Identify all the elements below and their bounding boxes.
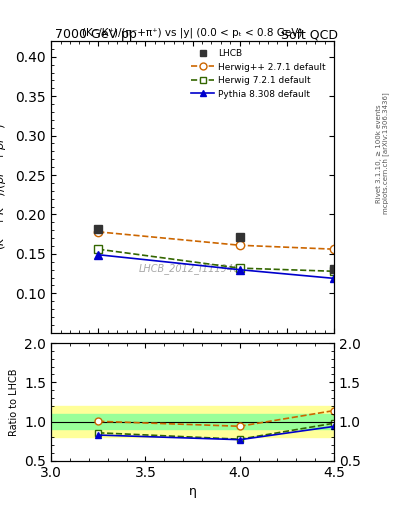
Pythia 8.308 default: [237, 267, 242, 273]
Text: LHCB_2012_I1119400: LHCB_2012_I1119400: [139, 263, 246, 274]
LHCB: [96, 226, 101, 232]
Y-axis label: $(K^+ + K^-)/(pi^+ + pi^-)$: $(K^+ + K^-)/(pi^+ + pi^-)$: [0, 123, 10, 250]
Line: Herwig++ 2.7.1 default: Herwig++ 2.7.1 default: [94, 228, 338, 253]
Text: Soft QCD: Soft QCD: [281, 28, 338, 41]
Herwig++ 2.7.1 default: [237, 242, 242, 248]
Pythia 8.308 default: [332, 275, 336, 282]
Title: (K⁻/K⁺)/(π⁻+π⁺) vs |y| (0.0 < pₜ < 0.8 GeV): (K⁻/K⁺)/(π⁻+π⁺) vs |y| (0.0 < pₜ < 0.8 G…: [83, 28, 303, 38]
Legend: LHCB, Herwig++ 2.7.1 default, Herwig 7.2.1 default, Pythia 8.308 default: LHCB, Herwig++ 2.7.1 default, Herwig 7.2…: [187, 46, 330, 102]
Herwig 7.2.1 default: [96, 246, 101, 252]
Pythia 8.308 default: [96, 251, 101, 258]
Bar: [51, 406, 334, 437]
Line: Herwig 7.2.1 default: Herwig 7.2.1 default: [94, 245, 338, 275]
Y-axis label: Ratio to LHCB: Ratio to LHCB: [9, 368, 19, 436]
LHCB: [237, 233, 242, 240]
Text: mcplots.cern.ch [arXiv:1306.3436]: mcplots.cern.ch [arXiv:1306.3436]: [382, 93, 389, 215]
LHCB: [332, 266, 336, 272]
Line: Pythia 8.308 default: Pythia 8.308 default: [94, 250, 338, 283]
Herwig++ 2.7.1 default: [332, 246, 336, 252]
Text: Rivet 3.1.10, ≥ 100k events: Rivet 3.1.10, ≥ 100k events: [376, 104, 382, 203]
Herwig 7.2.1 default: [332, 268, 336, 274]
Herwig++ 2.7.1 default: [96, 229, 101, 235]
Herwig 7.2.1 default: [237, 265, 242, 271]
X-axis label: η: η: [189, 485, 196, 498]
Text: 7000 GeV pp: 7000 GeV pp: [55, 28, 137, 41]
Line: LHCB: LHCB: [94, 225, 338, 273]
Bar: [51, 414, 334, 430]
